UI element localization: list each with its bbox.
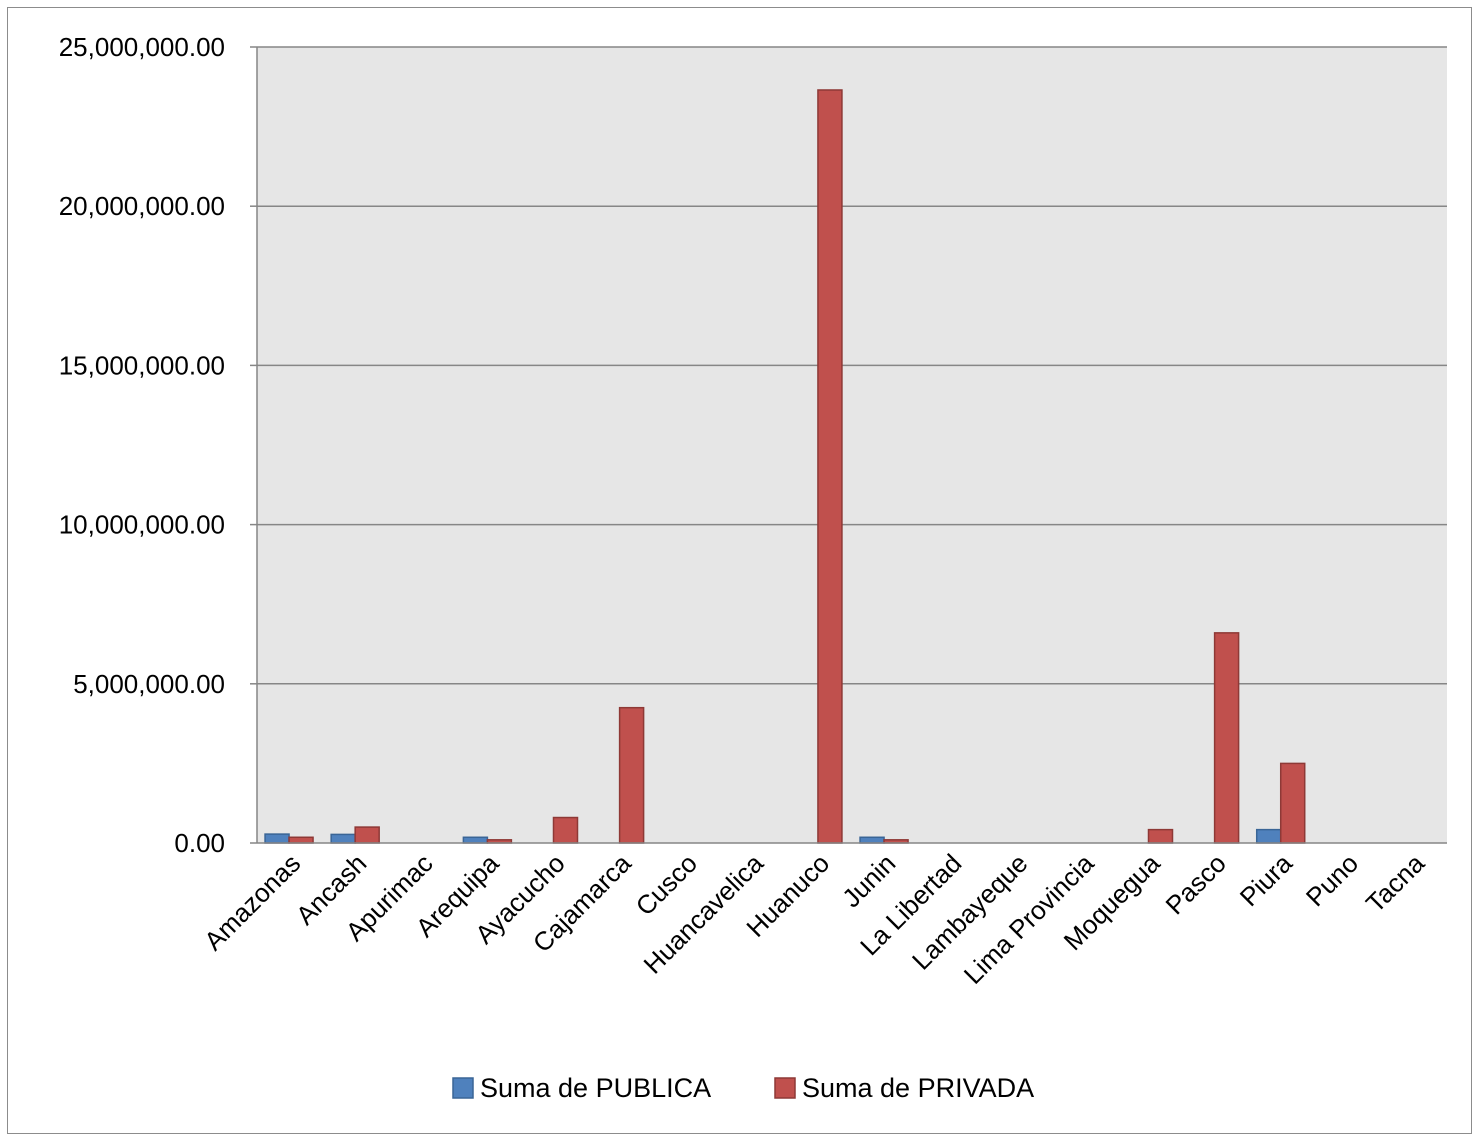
legend-swatch xyxy=(774,1077,796,1099)
bar-publica-arequipa xyxy=(462,836,489,844)
bar-privada-cajamarca xyxy=(618,706,645,844)
y-tick-label: 10,000,000.00 xyxy=(59,510,225,540)
x-axis-labels: AmazonasAncashApurimacArequipaAyacuchoCa… xyxy=(198,848,1430,990)
x-tick-label: Amazonas xyxy=(198,848,306,956)
x-tick-label: Tacna xyxy=(1360,848,1431,919)
bar-privada-ancash xyxy=(354,826,380,844)
y-axis-ticks: 0.00 5,000,000.00 10,000,000.00 15,000,000.… xyxy=(59,32,257,858)
legend-swatch xyxy=(452,1077,474,1099)
bars xyxy=(264,89,1306,844)
y-tick-label: 15,000,000.00 xyxy=(59,350,225,380)
plot-area xyxy=(257,47,1447,843)
bar-privada-huanuco xyxy=(817,89,843,844)
bar-publica-junin xyxy=(859,836,885,844)
chart-container: 0.00 5,000,000.00 10,000,000.00 15,000,000.… xyxy=(7,7,1472,1134)
bar-publica-amazonas xyxy=(264,833,290,844)
y-tick-label: 5,000,000.00 xyxy=(73,669,225,699)
bar-privada-amazonas xyxy=(288,836,314,844)
bar-privada-ayacucho xyxy=(552,816,579,844)
bar-publica-piura xyxy=(1255,828,1282,844)
x-tick-label: Pasco xyxy=(1160,848,1232,920)
y-tick-label: 25,000,000.00 xyxy=(59,32,225,62)
x-tick-label: Piura xyxy=(1234,848,1299,913)
x-tick-label: Puno xyxy=(1300,848,1364,912)
y-tick-label: 20,000,000.00 xyxy=(59,191,225,221)
bar-publica-ancash xyxy=(330,833,356,844)
legend-label: Suma de PRIVADA xyxy=(802,1073,1034,1103)
y-tick-label: 0.00 xyxy=(174,828,225,858)
legend-label: Suma de PUBLICA xyxy=(480,1073,711,1103)
bar-privada-moquegua xyxy=(1147,828,1174,844)
bar-privada-pasco xyxy=(1213,632,1240,844)
legend: Suma de PUBLICA Suma de PRIVADA xyxy=(452,1073,1034,1103)
gridlines xyxy=(257,46,1447,685)
bar-chart: 0.00 5,000,000.00 10,000,000.00 15,000,000.… xyxy=(59,32,1447,1103)
bar-privada-piura xyxy=(1279,762,1306,844)
